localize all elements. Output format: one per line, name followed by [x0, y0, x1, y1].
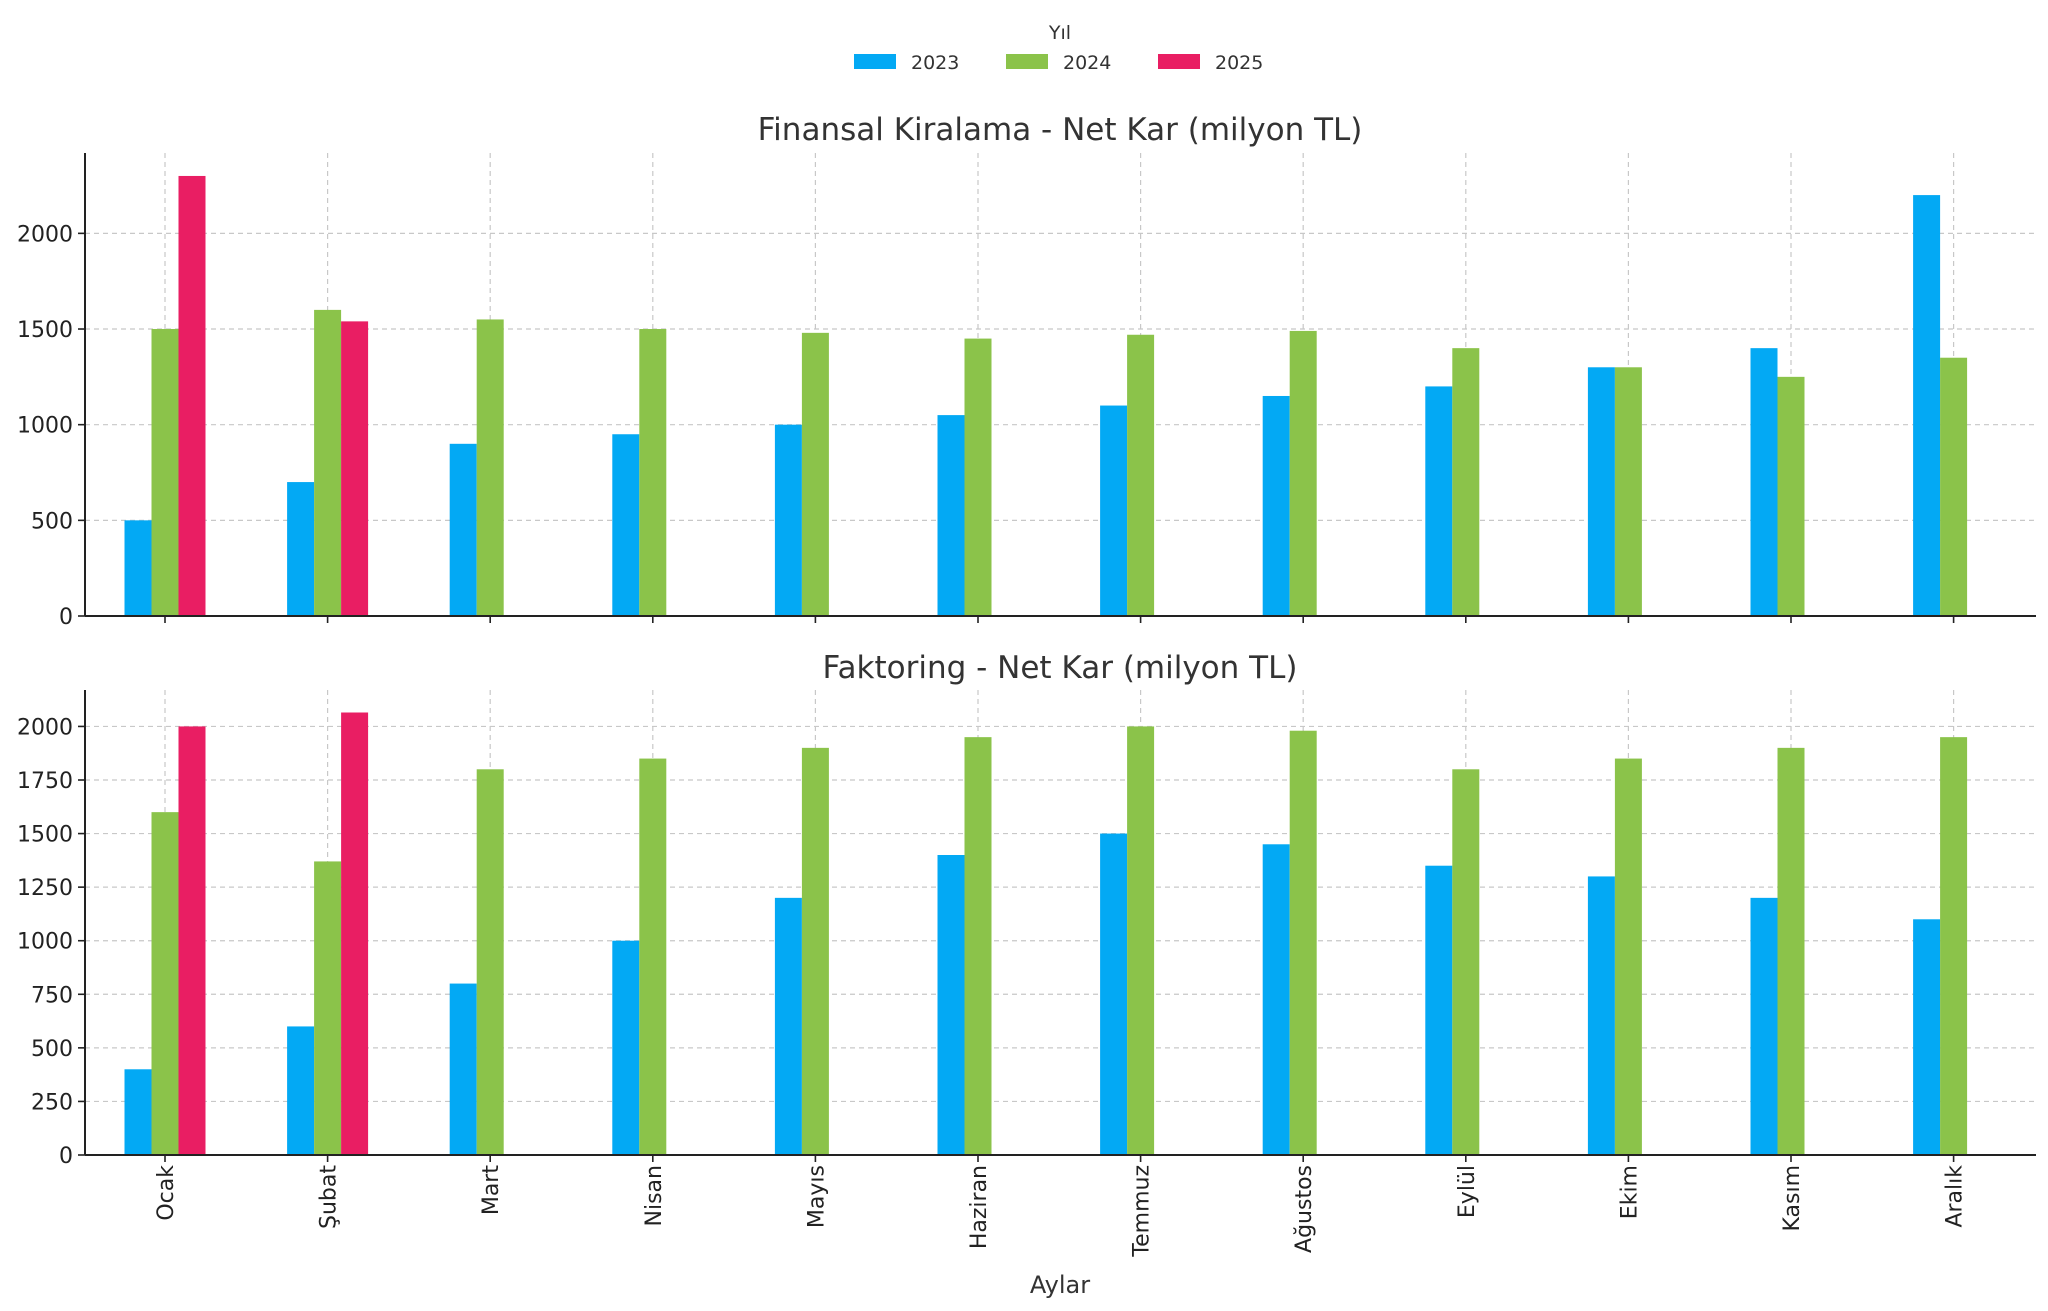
bar-2024-2 [314, 861, 342, 1155]
bar-2023-10 [1587, 367, 1615, 616]
bar-2023-9 [1425, 865, 1453, 1155]
bar-2024-11 [1777, 376, 1805, 616]
y-tick-label: 500 [31, 509, 73, 534]
bar-2024-5 [801, 747, 829, 1155]
x-tick-label: Mayıs [804, 1165, 829, 1228]
bar-2024-8 [1289, 730, 1317, 1155]
x-axis-label: Aylar [1030, 1271, 1090, 1299]
bar-2024-10 [1614, 758, 1642, 1155]
bar-2025-2 [341, 712, 369, 1155]
legend-swatch-2025 [1158, 54, 1200, 69]
y-tick-label: 500 [31, 1037, 73, 1062]
bar-2023-11 [1750, 348, 1778, 616]
bar-2023-2 [287, 1026, 315, 1155]
bar-2024-1 [151, 812, 179, 1155]
bar-2024-4 [639, 758, 667, 1155]
x-tick-label: Temmuz [1130, 1165, 1155, 1258]
panel-title: Faktoring - Net Kar (milyon TL) [823, 650, 1298, 686]
y-tick-label: 2000 [17, 222, 73, 247]
bar-2024-2 [314, 309, 342, 616]
bar-2024-9 [1452, 348, 1480, 616]
bar-2023-6 [937, 855, 965, 1155]
bar-2023-2 [287, 482, 315, 616]
y-tick-label: 1500 [17, 318, 73, 343]
bar-2023-12 [1913, 919, 1941, 1155]
bar-2024-6 [964, 338, 992, 616]
x-tick-label: Haziran [967, 1165, 992, 1249]
bar-2023-7 [1100, 405, 1128, 616]
bar-2023-8 [1262, 395, 1290, 616]
bar-2023-3 [449, 983, 477, 1155]
bar-2023-3 [449, 443, 477, 616]
y-tick-label: 0 [59, 605, 73, 630]
legend: Yıl 2023 2024 2025 [854, 22, 1263, 74]
bar-2024-6 [964, 737, 992, 1155]
y-tick-label: 250 [31, 1090, 73, 1115]
x-tick-label: Şubat [317, 1165, 342, 1229]
bar-2024-7 [1127, 726, 1155, 1155]
bar-2024-12 [1940, 357, 1968, 616]
x-tick-label: Mart [479, 1165, 504, 1216]
legend-label-2025: 2025 [1215, 52, 1263, 74]
bar-2024-5 [801, 332, 829, 616]
x-tick-label: Nisan [642, 1165, 667, 1226]
bar-2024-7 [1127, 334, 1155, 616]
bar-2025-1 [178, 175, 206, 616]
bar-2024-12 [1940, 737, 1968, 1155]
x-tick-label: Ekim [1617, 1165, 1642, 1219]
bar-2023-1 [124, 520, 152, 616]
y-tick-label: 1000 [17, 930, 73, 955]
bar-2024-10 [1614, 367, 1642, 616]
bar-2025-2 [341, 321, 369, 616]
legend-swatch-2024 [1006, 54, 1048, 69]
legend-title: Yıl [1048, 22, 1071, 44]
bar-2024-3 [476, 769, 504, 1155]
bar-2023-5 [774, 897, 802, 1155]
panel-faktoring: Faktoring - Net Kar (milyon TL) 0 250 500 7… [17, 650, 2036, 1258]
bar-2023-10 [1587, 876, 1615, 1155]
bar-2025-1 [178, 726, 206, 1155]
y-tick-label: 2000 [17, 715, 73, 740]
panel-title: Finansal Kiralama - Net Kar (milyon TL) [758, 112, 1363, 148]
bar-2024-1 [151, 329, 179, 616]
x-tick-label: Kasım [1780, 1165, 1805, 1232]
x-tick-label: Eylül [1455, 1165, 1480, 1218]
bar-2023-8 [1262, 844, 1290, 1155]
x-tick-label: Ocak [154, 1165, 179, 1221]
bar-2023-9 [1425, 386, 1453, 616]
bar-2023-4 [612, 434, 640, 616]
bar-2023-1 [124, 1069, 152, 1155]
x-tick-label: Ağustos [1292, 1165, 1317, 1253]
y-tick-label: 1000 [17, 414, 73, 439]
bar-2023-12 [1913, 195, 1941, 616]
bar-2024-3 [476, 319, 504, 616]
y-tick-label: 1500 [17, 823, 73, 848]
legend-label-2023: 2023 [911, 52, 959, 74]
bar-2023-7 [1100, 833, 1128, 1155]
y-tick-label: 0 [59, 1144, 73, 1169]
y-tick-label: 1250 [17, 876, 73, 901]
panel-finansal-kiralama: Finansal Kiralama - Net Kar (milyon TL) … [17, 112, 2036, 630]
x-tick-label: Aralık [1943, 1165, 1968, 1228]
y-tick-label: 1750 [17, 769, 73, 794]
bar-2023-11 [1750, 897, 1778, 1155]
legend-swatch-2023 [854, 54, 896, 69]
bar-2023-6 [937, 415, 965, 616]
bar-2024-11 [1777, 747, 1805, 1155]
bar-2023-4 [612, 940, 640, 1155]
bar-2024-9 [1452, 769, 1480, 1155]
bar-2024-8 [1289, 330, 1317, 616]
bar-2024-4 [639, 329, 667, 616]
y-tick-label: 750 [31, 983, 73, 1008]
bar-2023-5 [774, 424, 802, 616]
legend-label-2024: 2024 [1063, 52, 1111, 74]
